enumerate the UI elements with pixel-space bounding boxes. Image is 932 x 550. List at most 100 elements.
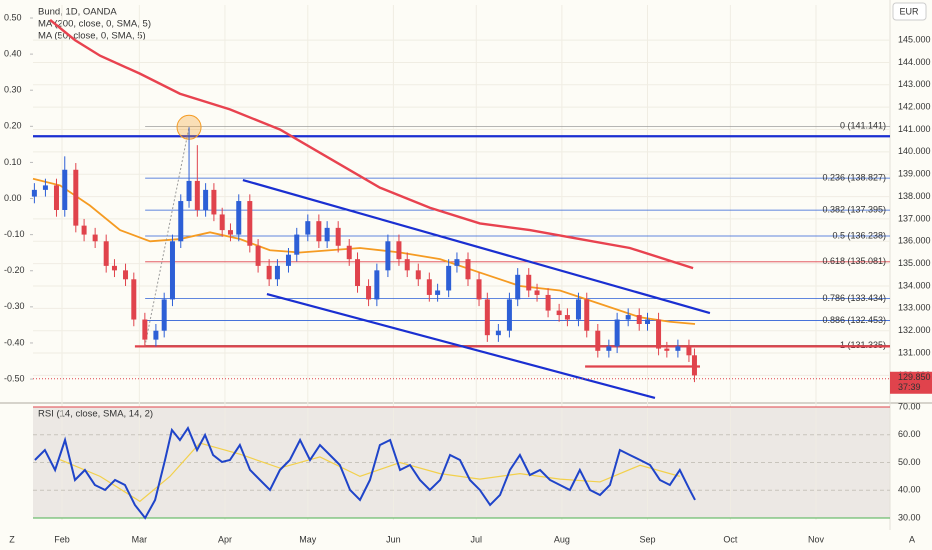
candle-body [92,234,98,242]
fib-label: 1 (131.335) [840,340,886,350]
candle-body [294,234,300,255]
candle-body [385,241,391,271]
x-tick-label: Oct [723,534,738,544]
y-tick-label: 136.000 [898,236,931,246]
fib-label: 0 (141.141) [840,121,886,131]
candle-body [656,319,662,349]
rsi-title: RSI (14, close, SMA, 14, 2) [38,409,153,420]
candle-body [103,241,109,266]
candle-body [305,221,311,235]
candle-body [203,189,209,210]
candle-body [374,270,380,300]
y-tick-label: 134.000 [898,280,931,290]
candle-body [584,299,590,331]
x-tick-label: Apr [218,534,232,544]
candle-body [366,285,372,300]
x-tick-label: May [299,534,317,544]
candle-body [194,180,200,210]
candle-body [625,315,631,320]
moving-average [49,19,694,270]
currency: EUR [899,6,919,16]
candle-body [556,310,562,316]
candle-body [545,294,551,311]
candle-body [595,330,601,351]
fib-label: 0.618 (135.081) [822,256,886,266]
candle-body [142,319,148,340]
x-tick-label: Jul [471,534,483,544]
y2-tick-label: 0.10 [4,157,22,167]
candle-body [476,279,482,300]
y2-tick-label: 0.00 [4,193,22,203]
candle-body [346,245,352,260]
candle-body [274,265,280,280]
y-tick-label: 137.000 [898,213,931,223]
y-tick-label: 131.000 [898,347,931,357]
candle-body [506,299,512,331]
candle-body [526,274,532,291]
y-tick-label: 144.000 [898,57,931,67]
candle-body [153,330,159,340]
candle-body [73,169,79,226]
candle-body [426,279,432,295]
fib-anchor [144,127,190,347]
candle-body [564,315,570,320]
fib-label: 0.5 (136.238) [832,230,886,240]
y2-tick-label: -0.10 [4,229,25,239]
y-tick-label: 138.000 [898,191,931,201]
candle-body [636,315,642,324]
rsi-tick-label: 40.00 [898,485,921,495]
y2-tick-label: -0.50 [4,373,25,383]
candle-body [186,180,192,202]
x-tick-label: Aug [554,534,570,544]
candle-body [31,189,37,197]
y2-tick-label: 0.20 [4,121,22,131]
y2-tick-label: -0.40 [4,337,25,347]
y-tick-label: 139.000 [898,169,931,179]
candle-body [415,270,421,280]
x-tick-label: Jun [386,534,401,544]
candle-body [161,299,167,331]
y-tick-label: 140.000 [898,146,931,156]
x-tick-label: Mar [132,534,148,544]
candle-body [675,346,681,351]
y-tick-label: 141.000 [898,124,931,134]
fib-label: 0.786 (133.434) [822,293,886,303]
candle-body [335,227,341,246]
candle-body [285,254,291,266]
corner-button[interactable]: A [909,534,915,544]
corner-button[interactable]: Z [9,534,15,544]
price-tag [890,371,932,394]
candle-body [316,221,322,242]
candle-body [255,245,261,266]
candle-body [484,299,490,336]
rsi-line [59,442,680,503]
candle-body [81,225,87,235]
rsi-tick-label: 50.00 [898,457,921,467]
y2-tick-label: 0.30 [4,85,22,95]
y-tick-label: 133.000 [898,303,931,313]
y2-tick-label: -0.20 [4,265,25,275]
x-tick-label: Feb [54,534,70,544]
candle-body [465,259,471,280]
candle-body [169,241,175,300]
candle-body [227,230,233,235]
candle-body [606,346,612,351]
candle-body [645,319,651,324]
candle-body [691,355,697,376]
candle-body [211,189,217,215]
trend-line [266,292,656,400]
candle-body [446,265,452,291]
candle-body [686,346,692,356]
legend-entry: MA (200, close, 0, SMA, 5) [38,19,151,30]
currency-box[interactable] [892,2,927,21]
x-tick-label: Sep [640,534,656,544]
candle-body [495,330,501,336]
chart-title: Bund, 1D, OANDA [38,7,117,18]
candle-body [236,201,242,235]
price-tag-label: 129.850 [898,372,931,382]
candle-body [42,185,48,190]
candle-body [404,259,410,271]
candle-body [515,274,521,300]
candle-body [178,201,184,242]
